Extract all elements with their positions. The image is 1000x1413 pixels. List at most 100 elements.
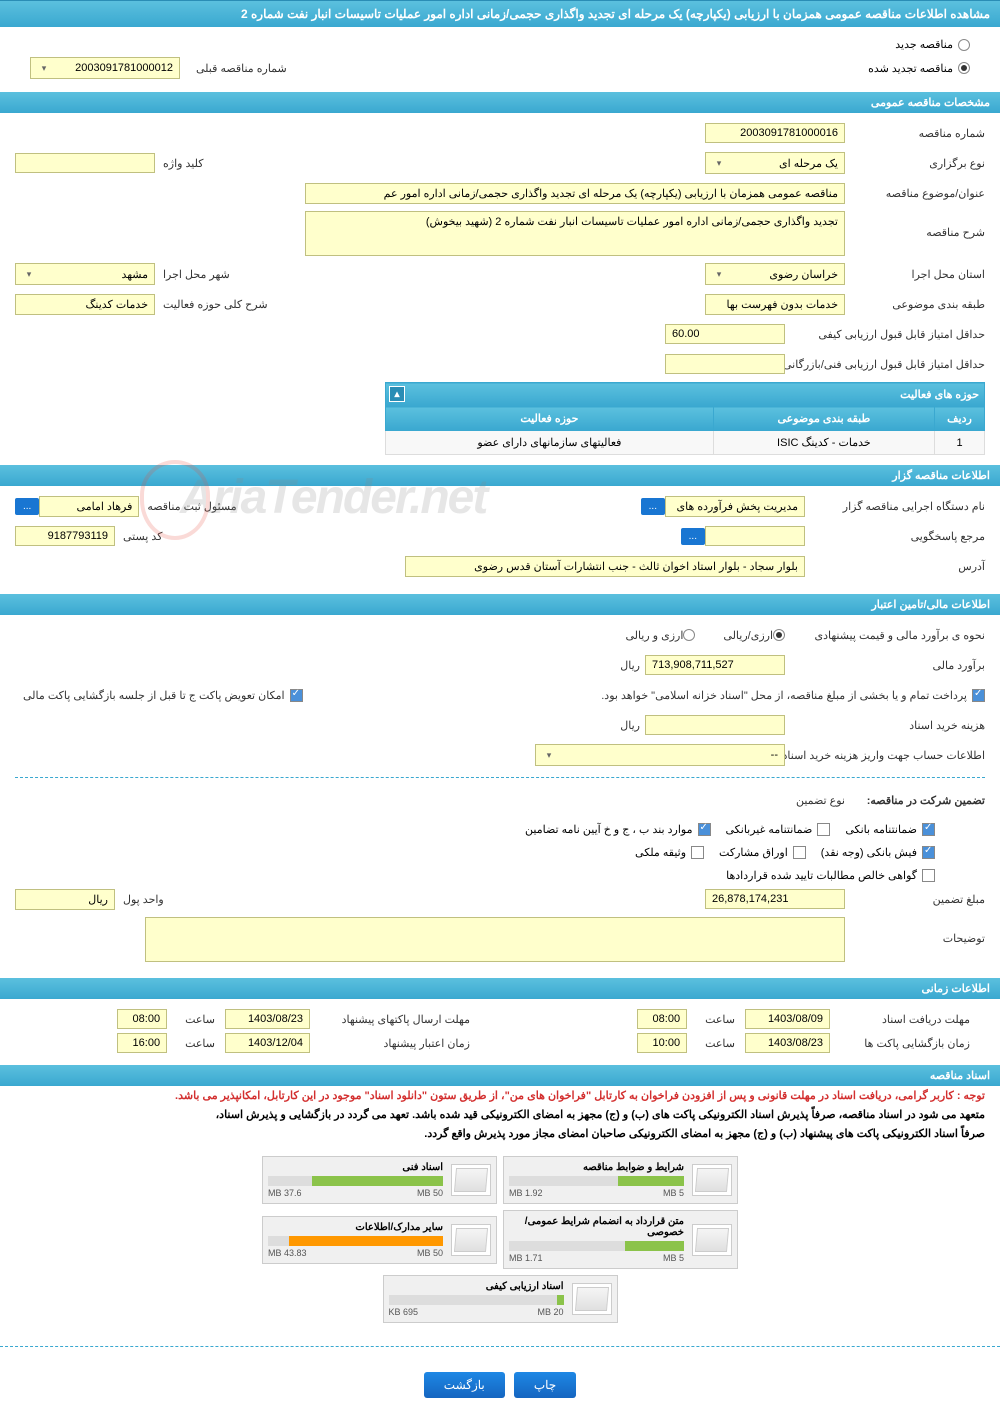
file-used: 1.71 MB	[509, 1253, 543, 1263]
time-label-4: ساعت	[177, 1037, 215, 1050]
response-ref-field	[705, 526, 805, 546]
response-ref-lookup-button[interactable]: ...	[681, 528, 705, 545]
account-info-value: --	[771, 749, 778, 761]
file-used: 1.92 MB	[509, 1188, 543, 1198]
guarantee-types-2: فیش بانکی (وجه نقد) اوراق مشارکت وثیقه م…	[15, 841, 985, 864]
divider	[0, 1346, 1000, 1347]
progress-bar	[509, 1241, 684, 1251]
file-boxes-container: شرایط و ضوابط مناقصه 5 MB1.92 MB اسناد ف…	[0, 1143, 1000, 1336]
proposal-validity-date: 1403/12/04	[225, 1033, 310, 1053]
check-bonds[interactable]	[793, 846, 806, 859]
prev-number-label: شماره مناقصه قبلی	[188, 62, 287, 75]
file-total: 50 MB	[417, 1248, 443, 1258]
envelope-open-date: 1403/08/23	[745, 1033, 830, 1053]
documents-notice: توجه : کاربر گرامی، دریافت اسناد در مهلت…	[0, 1086, 1000, 1105]
time-label-2: ساعت	[697, 1037, 735, 1050]
check-regulation[interactable]	[698, 823, 711, 836]
radio-rial[interactable]	[773, 629, 785, 641]
file-box[interactable]: شرایط و ضوابط مناقصه 5 MB1.92 MB	[503, 1156, 738, 1204]
check-receipt[interactable]	[922, 846, 935, 859]
proposal-send-date: 1403/08/23	[225, 1009, 310, 1029]
file-box[interactable]: اسناد فنی 50 MB37.6 MB	[262, 1156, 497, 1204]
guarantee-amount-label: مبلغ تضمین	[845, 893, 985, 906]
doc-cost-field	[645, 715, 785, 735]
activity-desc-label: شرح کلی حوزه فعالیت	[155, 298, 268, 311]
exec-city-select[interactable]: مشهد ▾	[15, 263, 155, 285]
documents-note2: صرفاً اسناد الکترونیکی پاکت های پیشنهاد …	[0, 1124, 1000, 1143]
status-renewed-row: مناقصه تجدید شده شماره مناقصه قبلی 20030…	[15, 54, 985, 82]
guarantee-types-3: گواهی خالص مطالبات تایید شده قراردادها	[15, 864, 985, 887]
file-title: شرایط و ضوابط مناقصه	[509, 1162, 684, 1173]
exec-org-lookup-button[interactable]: ...	[641, 498, 665, 515]
exec-org-label: نام دستگاه اجرایی مناقصه گزار	[805, 500, 985, 513]
doc-receipt-label: مهلت دریافت اسناد	[840, 1013, 970, 1026]
radio-renewed[interactable]	[958, 62, 970, 74]
file-box[interactable]: اسناد ارزیابی کیفی 20 MB695 KB	[383, 1275, 618, 1323]
guarantee-type-label: نوع تضمین	[788, 794, 845, 807]
registrar-label: مسئول ثبت مناقصه	[139, 500, 236, 513]
estimate-field: 713,908,711,527	[645, 655, 785, 675]
min-tech-field	[665, 354, 785, 374]
financial-header: اطلاعات مالی/تامین اعتبار	[0, 594, 1000, 615]
guarantee-currency-field: ریال	[15, 889, 115, 910]
estimate-label: برآورد مالی	[785, 659, 985, 672]
documents-block: توجه : کاربر گرامی، دریافت اسناد در مهلت…	[0, 1086, 1000, 1347]
subject-label: عنوان/موضوع مناقصه	[845, 187, 985, 200]
check-nonbank[interactable]	[817, 823, 830, 836]
guarantee-types: ضمانتنامه بانکی ضمانتنامه غیربانکی موارد…	[15, 818, 985, 841]
description-label: شرح مناقصه	[845, 211, 985, 239]
activity-desc-field: خدمات کدینگ	[15, 294, 155, 315]
doc-cost-label: هزینه خرید اسناد	[785, 719, 985, 732]
radio-foreign[interactable]	[683, 629, 695, 641]
collapse-icon[interactable]: ▴	[389, 386, 405, 402]
progress-bar	[268, 1236, 443, 1246]
doc-receipt-time: 08:00	[637, 1009, 687, 1029]
prev-number-select[interactable]: 2003091781000012 ▾	[30, 57, 180, 79]
holding-type-label: نوع برگزاری	[845, 157, 985, 170]
folder-icon	[692, 1164, 732, 1196]
chevron-down-icon: ▾	[37, 61, 51, 75]
file-box[interactable]: سایر مدارک/اطلاعات 50 MB43.83 MB	[262, 1216, 497, 1264]
back-button[interactable]: بازگشت	[424, 1372, 505, 1398]
file-total: 50 MB	[417, 1188, 443, 1198]
registrar-lookup-button[interactable]: ...	[15, 498, 39, 515]
address-field: بلوار سجاد - بلوار استاد اخوان ثالث - جن…	[405, 556, 805, 577]
doc-cost-unit: ریال	[612, 719, 645, 732]
file-used: 695 KB	[389, 1307, 419, 1317]
organizer-header: اطلاعات مناقصه گزار	[0, 465, 1000, 486]
keyword-field[interactable]	[15, 153, 155, 173]
table-row: 1خدمات - کدینگ ISICفعالیتهای سازمانهای د…	[386, 431, 985, 455]
folder-icon	[451, 1224, 491, 1256]
check-bank-guarantee[interactable]	[922, 823, 935, 836]
postal-code-label: کد پستی	[115, 530, 162, 543]
file-box[interactable]: متن قرارداد به انضمام شرایط عمومی/خصوصی …	[503, 1210, 738, 1269]
exec-city-label: شهر محل اجرا	[155, 268, 230, 281]
print-button[interactable]: چاپ	[514, 1372, 576, 1398]
divider	[15, 777, 985, 778]
swap-checkbox[interactable]	[290, 689, 303, 702]
proposal-validity-label: زمان اعتبار پیشنهاد	[320, 1037, 470, 1050]
estimate-method-label: نحوه ی برآورد مالی و قیمت پیشنهادی	[785, 629, 985, 642]
participation-label: تضمین شرکت در مناقصه:	[845, 794, 985, 807]
general-info-block: شماره مناقصه 2003091781000016 نوع برگزار…	[0, 113, 1000, 463]
currency-foreign-label: ارزی و ریالی	[617, 629, 683, 642]
exec-province-select[interactable]: خراسان رضوی ▾	[705, 263, 845, 285]
check-property[interactable]	[691, 846, 704, 859]
chevron-down-icon: ▾	[712, 267, 726, 281]
status-new-label: مناقصه جدید	[895, 38, 953, 51]
file-title: اسناد فنی	[268, 1162, 443, 1173]
activity-table-title: حوزه های فعالیت ▴	[386, 383, 985, 407]
col-row: ردیف	[935, 407, 985, 431]
payment-checkbox[interactable]	[972, 689, 985, 702]
account-info-select[interactable]: -- ▾	[535, 744, 785, 766]
proposal-send-label: مهلت ارسال پاکتهای پیشنهاد	[320, 1013, 470, 1026]
check-receivables[interactable]	[922, 869, 935, 882]
doc-receipt-date: 1403/08/09	[745, 1009, 830, 1029]
status-block: مناقصه جدید مناقصه تجدید شده شماره مناقص…	[0, 27, 1000, 90]
general-info-header: مشخصات مناقصه عمومی	[0, 92, 1000, 113]
file-title: سایر مدارک/اطلاعات	[268, 1222, 443, 1233]
proposal-validity-time: 16:00	[117, 1033, 167, 1053]
radio-new[interactable]	[958, 39, 970, 51]
progress-bar	[509, 1176, 684, 1186]
holding-type-select[interactable]: یک مرحله ای ▾	[705, 152, 845, 174]
